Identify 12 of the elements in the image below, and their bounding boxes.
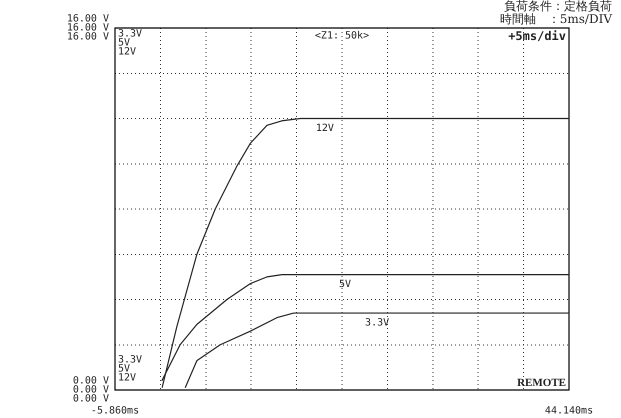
text: 負荷条件：定格負荷 bbox=[504, 0, 612, 14]
text: 時間軸 ：5ms/DIV bbox=[500, 12, 612, 26]
annotation: REMOTE bbox=[517, 376, 566, 389]
series-label: 5V bbox=[338, 279, 352, 290]
text: 12V bbox=[118, 46, 136, 58]
x-tick-label: -5.860ms bbox=[90, 406, 140, 417]
x-tick-label: 44.140ms bbox=[544, 406, 594, 417]
series-label: 3.3V bbox=[365, 318, 390, 329]
text: 12V bbox=[118, 372, 136, 384]
annotation: <Z1: 50k> bbox=[314, 30, 370, 42]
annotation: +5ms/div bbox=[508, 29, 566, 44]
series-label: 12V bbox=[316, 123, 334, 134]
